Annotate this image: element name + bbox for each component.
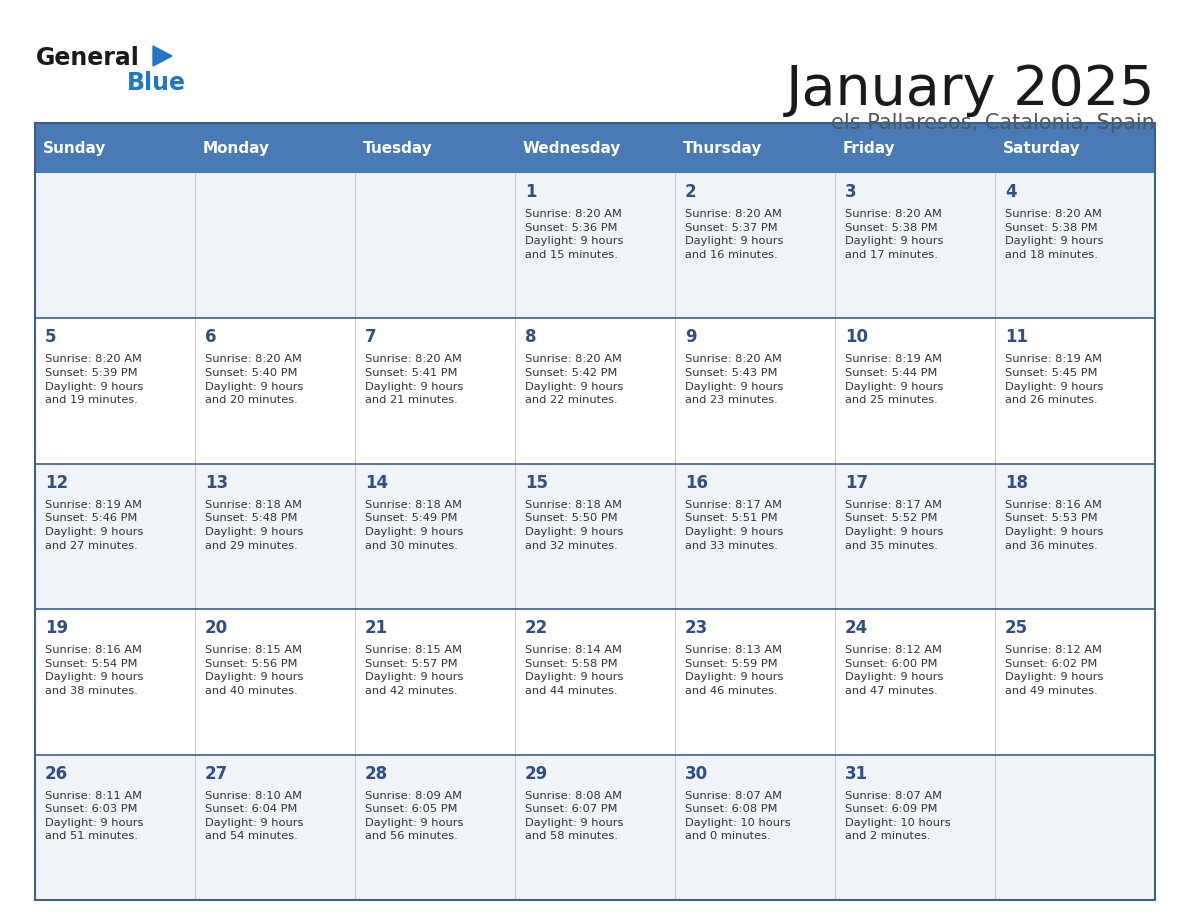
- Text: 15: 15: [525, 474, 548, 492]
- Text: Saturday: Saturday: [1003, 140, 1081, 155]
- Text: Sunday: Sunday: [43, 140, 107, 155]
- Text: Sunrise: 8:20 AM
Sunset: 5:42 PM
Daylight: 9 hours
and 22 minutes.: Sunrise: 8:20 AM Sunset: 5:42 PM Dayligh…: [525, 354, 624, 405]
- Text: Sunrise: 8:20 AM
Sunset: 5:38 PM
Daylight: 9 hours
and 17 minutes.: Sunrise: 8:20 AM Sunset: 5:38 PM Dayligh…: [845, 209, 943, 260]
- Text: Monday: Monday: [203, 140, 270, 155]
- Text: General: General: [36, 46, 140, 70]
- Bar: [34, 173, 1155, 319]
- Text: Sunrise: 8:20 AM
Sunset: 5:39 PM
Daylight: 9 hours
and 19 minutes.: Sunrise: 8:20 AM Sunset: 5:39 PM Dayligh…: [45, 354, 144, 405]
- Text: 4: 4: [1005, 183, 1017, 201]
- Text: 3: 3: [845, 183, 857, 201]
- Bar: [996, 123, 1155, 173]
- Text: 24: 24: [845, 620, 868, 637]
- Text: els Pallaresos, Catalonia, Spain: els Pallaresos, Catalonia, Spain: [832, 113, 1155, 133]
- Text: 8: 8: [525, 329, 537, 346]
- Text: 5: 5: [45, 329, 57, 346]
- Text: 28: 28: [365, 765, 388, 783]
- Text: 25: 25: [1005, 620, 1028, 637]
- Text: Sunrise: 8:20 AM
Sunset: 5:41 PM
Daylight: 9 hours
and 21 minutes.: Sunrise: 8:20 AM Sunset: 5:41 PM Dayligh…: [365, 354, 463, 405]
- Bar: [195, 123, 355, 173]
- Text: Sunrise: 8:20 AM
Sunset: 5:43 PM
Daylight: 9 hours
and 23 minutes.: Sunrise: 8:20 AM Sunset: 5:43 PM Dayligh…: [685, 354, 783, 405]
- Text: 14: 14: [365, 474, 388, 492]
- Bar: [835, 123, 996, 173]
- Text: 11: 11: [1005, 329, 1028, 346]
- Text: 19: 19: [45, 620, 68, 637]
- Text: 26: 26: [45, 765, 68, 783]
- Text: 29: 29: [525, 765, 548, 783]
- Text: 18: 18: [1005, 474, 1028, 492]
- Bar: [34, 610, 1155, 755]
- Text: Wednesday: Wednesday: [523, 140, 621, 155]
- Text: 1: 1: [525, 183, 537, 201]
- Text: Sunrise: 8:20 AM
Sunset: 5:40 PM
Daylight: 9 hours
and 20 minutes.: Sunrise: 8:20 AM Sunset: 5:40 PM Dayligh…: [206, 354, 303, 405]
- Text: 7: 7: [365, 329, 377, 346]
- Text: 10: 10: [845, 329, 868, 346]
- Text: 12: 12: [45, 474, 68, 492]
- Text: 2: 2: [685, 183, 696, 201]
- Text: 22: 22: [525, 620, 548, 637]
- Text: 6: 6: [206, 329, 216, 346]
- Bar: [516, 123, 675, 173]
- Text: Sunrise: 8:17 AM
Sunset: 5:51 PM
Daylight: 9 hours
and 33 minutes.: Sunrise: 8:17 AM Sunset: 5:51 PM Dayligh…: [685, 499, 783, 551]
- Bar: [675, 123, 835, 173]
- Text: Sunrise: 8:19 AM
Sunset: 5:46 PM
Daylight: 9 hours
and 27 minutes.: Sunrise: 8:19 AM Sunset: 5:46 PM Dayligh…: [45, 499, 144, 551]
- Text: Sunrise: 8:18 AM
Sunset: 5:49 PM
Daylight: 9 hours
and 30 minutes.: Sunrise: 8:18 AM Sunset: 5:49 PM Dayligh…: [365, 499, 463, 551]
- Text: January 2025: January 2025: [785, 63, 1155, 117]
- Text: Sunrise: 8:12 AM
Sunset: 6:00 PM
Daylight: 9 hours
and 47 minutes.: Sunrise: 8:12 AM Sunset: 6:00 PM Dayligh…: [845, 645, 943, 696]
- Text: Sunrise: 8:20 AM
Sunset: 5:38 PM
Daylight: 9 hours
and 18 minutes.: Sunrise: 8:20 AM Sunset: 5:38 PM Dayligh…: [1005, 209, 1104, 260]
- Text: Sunrise: 8:18 AM
Sunset: 5:50 PM
Daylight: 9 hours
and 32 minutes.: Sunrise: 8:18 AM Sunset: 5:50 PM Dayligh…: [525, 499, 624, 551]
- Text: 20: 20: [206, 620, 228, 637]
- Text: 27: 27: [206, 765, 228, 783]
- Text: Sunrise: 8:10 AM
Sunset: 6:04 PM
Daylight: 9 hours
and 54 minutes.: Sunrise: 8:10 AM Sunset: 6:04 PM Dayligh…: [206, 790, 303, 842]
- Text: Sunrise: 8:15 AM
Sunset: 5:57 PM
Daylight: 9 hours
and 42 minutes.: Sunrise: 8:15 AM Sunset: 5:57 PM Dayligh…: [365, 645, 463, 696]
- Text: 17: 17: [845, 474, 868, 492]
- Text: 9: 9: [685, 329, 696, 346]
- Bar: [355, 123, 516, 173]
- Text: Blue: Blue: [127, 71, 187, 95]
- Text: Sunrise: 8:11 AM
Sunset: 6:03 PM
Daylight: 9 hours
and 51 minutes.: Sunrise: 8:11 AM Sunset: 6:03 PM Dayligh…: [45, 790, 144, 842]
- Text: Sunrise: 8:19 AM
Sunset: 5:45 PM
Daylight: 9 hours
and 26 minutes.: Sunrise: 8:19 AM Sunset: 5:45 PM Dayligh…: [1005, 354, 1104, 405]
- Text: Sunrise: 8:15 AM
Sunset: 5:56 PM
Daylight: 9 hours
and 40 minutes.: Sunrise: 8:15 AM Sunset: 5:56 PM Dayligh…: [206, 645, 303, 696]
- Text: Sunrise: 8:07 AM
Sunset: 6:09 PM
Daylight: 10 hours
and 2 minutes.: Sunrise: 8:07 AM Sunset: 6:09 PM Dayligh…: [845, 790, 950, 842]
- Text: Sunrise: 8:19 AM
Sunset: 5:44 PM
Daylight: 9 hours
and 25 minutes.: Sunrise: 8:19 AM Sunset: 5:44 PM Dayligh…: [845, 354, 943, 405]
- Text: Sunrise: 8:16 AM
Sunset: 5:54 PM
Daylight: 9 hours
and 38 minutes.: Sunrise: 8:16 AM Sunset: 5:54 PM Dayligh…: [45, 645, 144, 696]
- Text: Sunrise: 8:16 AM
Sunset: 5:53 PM
Daylight: 9 hours
and 36 minutes.: Sunrise: 8:16 AM Sunset: 5:53 PM Dayligh…: [1005, 499, 1104, 551]
- Bar: [34, 755, 1155, 900]
- Text: Tuesday: Tuesday: [364, 140, 432, 155]
- Text: Sunrise: 8:12 AM
Sunset: 6:02 PM
Daylight: 9 hours
and 49 minutes.: Sunrise: 8:12 AM Sunset: 6:02 PM Dayligh…: [1005, 645, 1104, 696]
- Text: 23: 23: [685, 620, 708, 637]
- Text: 16: 16: [685, 474, 708, 492]
- Bar: [34, 319, 1155, 464]
- Text: Sunrise: 8:18 AM
Sunset: 5:48 PM
Daylight: 9 hours
and 29 minutes.: Sunrise: 8:18 AM Sunset: 5:48 PM Dayligh…: [206, 499, 303, 551]
- Text: 30: 30: [685, 765, 708, 783]
- Text: Sunrise: 8:07 AM
Sunset: 6:08 PM
Daylight: 10 hours
and 0 minutes.: Sunrise: 8:07 AM Sunset: 6:08 PM Dayligh…: [685, 790, 791, 842]
- Bar: [34, 123, 195, 173]
- Text: Friday: Friday: [843, 140, 896, 155]
- Text: 13: 13: [206, 474, 228, 492]
- Text: Sunrise: 8:13 AM
Sunset: 5:59 PM
Daylight: 9 hours
and 46 minutes.: Sunrise: 8:13 AM Sunset: 5:59 PM Dayligh…: [685, 645, 783, 696]
- Text: 31: 31: [845, 765, 868, 783]
- Text: Sunrise: 8:09 AM
Sunset: 6:05 PM
Daylight: 9 hours
and 56 minutes.: Sunrise: 8:09 AM Sunset: 6:05 PM Dayligh…: [365, 790, 463, 842]
- Bar: [34, 464, 1155, 610]
- Text: Thursday: Thursday: [683, 140, 763, 155]
- Text: 21: 21: [365, 620, 388, 637]
- Text: Sunrise: 8:20 AM
Sunset: 5:36 PM
Daylight: 9 hours
and 15 minutes.: Sunrise: 8:20 AM Sunset: 5:36 PM Dayligh…: [525, 209, 624, 260]
- Text: Sunrise: 8:17 AM
Sunset: 5:52 PM
Daylight: 9 hours
and 35 minutes.: Sunrise: 8:17 AM Sunset: 5:52 PM Dayligh…: [845, 499, 943, 551]
- Text: Sunrise: 8:08 AM
Sunset: 6:07 PM
Daylight: 9 hours
and 58 minutes.: Sunrise: 8:08 AM Sunset: 6:07 PM Dayligh…: [525, 790, 624, 842]
- Text: Sunrise: 8:20 AM
Sunset: 5:37 PM
Daylight: 9 hours
and 16 minutes.: Sunrise: 8:20 AM Sunset: 5:37 PM Dayligh…: [685, 209, 783, 260]
- Polygon shape: [153, 46, 172, 66]
- Text: Sunrise: 8:14 AM
Sunset: 5:58 PM
Daylight: 9 hours
and 44 minutes.: Sunrise: 8:14 AM Sunset: 5:58 PM Dayligh…: [525, 645, 624, 696]
